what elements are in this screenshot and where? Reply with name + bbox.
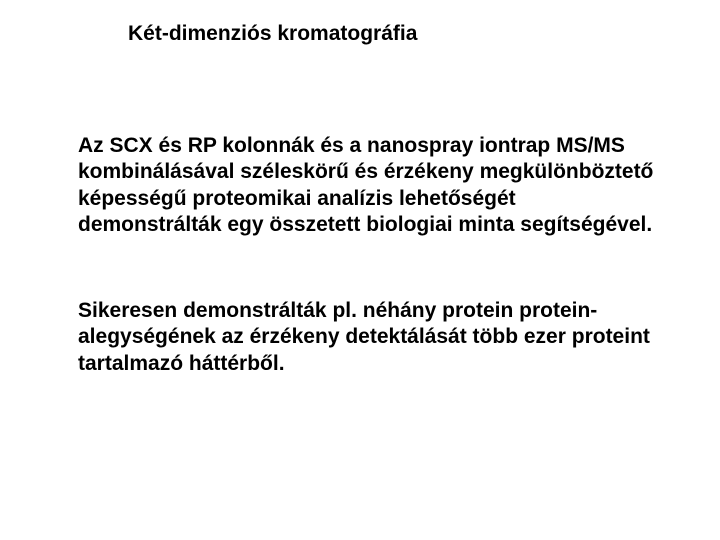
paragraph-2: Sikeresen demonstrálták pl. néhány prote…	[78, 298, 658, 377]
slide-title: Két-dimenziós kromatográfia	[128, 22, 417, 46]
paragraph-1: Az SCX és RP kolonnák és a nanospray ion…	[78, 133, 658, 238]
